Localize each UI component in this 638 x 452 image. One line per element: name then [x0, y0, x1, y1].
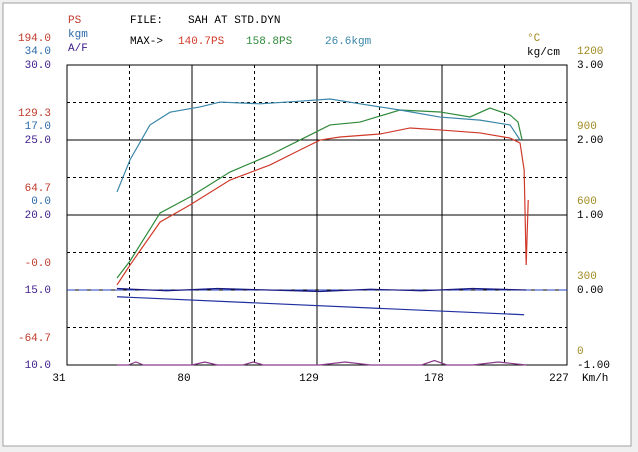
y-tick-label: 900 — [577, 121, 597, 133]
y-tick-label: 34.0 — [25, 46, 51, 58]
y-tick-label: 600 — [577, 196, 597, 208]
y-tick-label: 194.0 — [18, 33, 51, 45]
x-tick-label: 80 — [177, 373, 190, 385]
axis-label: A/F — [68, 43, 88, 55]
y-tick-label: 3.00 — [577, 60, 603, 72]
y-tick-label: 15.0 — [25, 285, 51, 297]
y-tick-label: 2.00 — [577, 135, 603, 147]
series-line — [116, 98, 521, 193]
max-value: 26.6kgm — [325, 36, 372, 48]
file-name: SAH AT STD.DYN — [188, 15, 280, 27]
y-tick-label: 1.00 — [577, 210, 603, 222]
axis-label: kg/cm — [527, 47, 560, 59]
max-value: 158.8PS — [246, 36, 293, 48]
y-tick-label: 300 — [577, 271, 597, 283]
y-tick-label: 64.7 — [25, 183, 51, 195]
x-tick-label: 129 — [299, 373, 319, 385]
axis-label: °C — [527, 33, 541, 45]
max-label: MAX-> — [130, 36, 163, 48]
x-tick-label: 31 — [52, 373, 66, 385]
series-line — [116, 287, 527, 293]
file-label: FILE: — [130, 15, 163, 27]
y-tick-label: 17.0 — [25, 121, 51, 133]
y-tick-label: 20.0 — [25, 210, 51, 222]
series-line — [117, 359, 527, 366]
y-tick-label: -0.0 — [25, 258, 51, 270]
y-tick-label: 10.0 — [25, 360, 51, 372]
series-line — [116, 107, 523, 279]
axis-label: PS — [68, 15, 82, 27]
y-tick-label: 129.3 — [18, 108, 51, 120]
series-line — [116, 296, 525, 316]
y-tick-label: 0.00 — [577, 285, 603, 297]
x-tick-label: 227 — [549, 373, 569, 385]
x-tick-label: 178 — [424, 373, 444, 385]
y-tick-label: 1200 — [577, 46, 603, 58]
max-value: 140.7PS — [178, 36, 225, 48]
x-axis-label: Km/h — [582, 373, 608, 385]
y-tick-label: -1.00 — [577, 360, 610, 372]
y-tick-label: 30.0 — [25, 60, 51, 72]
series-line — [116, 127, 529, 286]
y-tick-label: 0 — [577, 346, 584, 358]
axis-label: kgm — [68, 29, 88, 41]
y-tick-label: 0.0 — [31, 196, 51, 208]
y-tick-label: -64.7 — [18, 333, 51, 345]
y-tick-label: 25.0 — [25, 135, 51, 147]
